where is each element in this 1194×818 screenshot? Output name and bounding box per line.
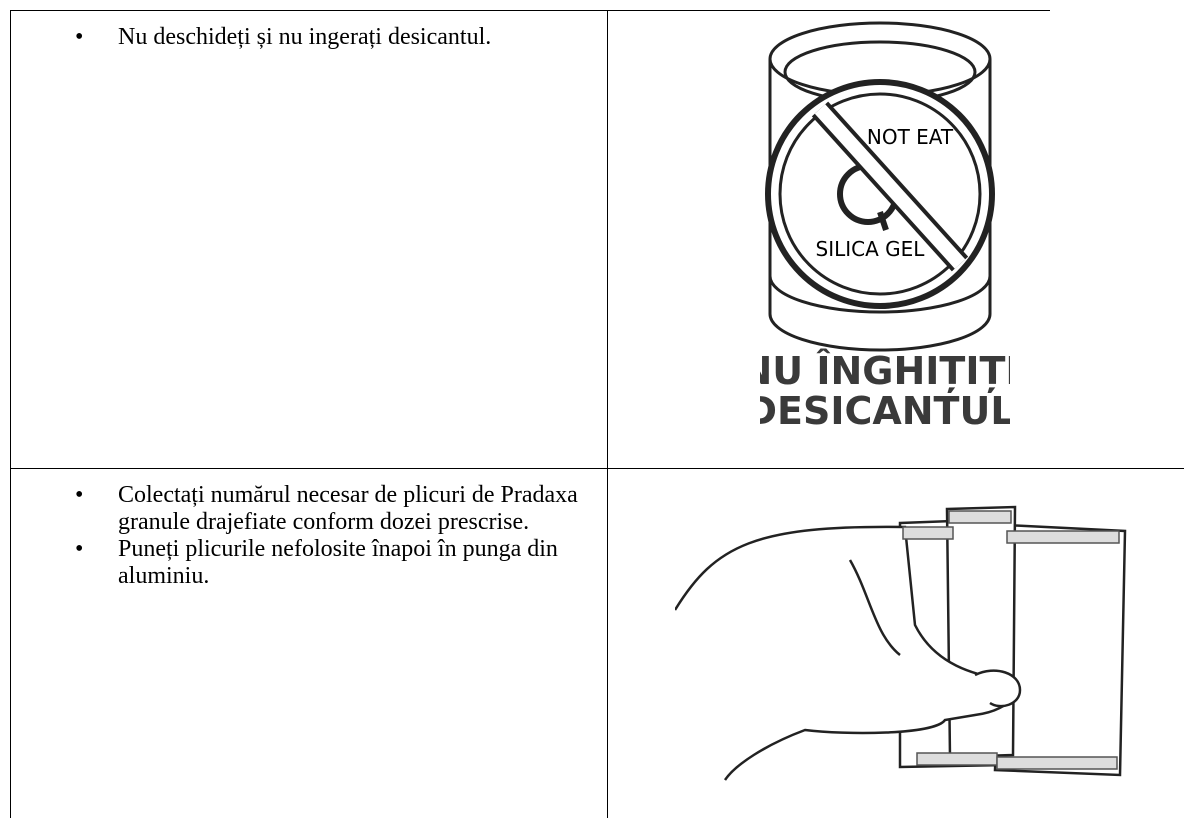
image-caption: DESICANTUL bbox=[760, 389, 1010, 433]
desiccant-illustration: NOT EAT SILICA GEL NU ÎNGHIȚIȚI DESICANT… bbox=[760, 21, 1010, 433]
cell: Nu deschideți și nu ingerați desicantul. bbox=[72, 24, 592, 51]
bullet-item: Nu deschideți și nu ingerați desicantul. bbox=[72, 24, 592, 51]
bullet-list: Colectați numărul necesar de plicuri de … bbox=[72, 482, 592, 590]
can-label: NOT EAT bbox=[867, 125, 954, 149]
table-border bbox=[10, 10, 1050, 11]
cell: Colectați numărul necesar de plicuri de … bbox=[72, 482, 592, 590]
bullet-item: Puneți plicurile nefolosite înapoi în pu… bbox=[72, 536, 592, 590]
sachets-illustration bbox=[675, 505, 1127, 781]
table-border bbox=[607, 10, 608, 818]
bullet-item: Colectați numărul necesar de plicuri de … bbox=[72, 482, 592, 536]
can-label: SILICA GEL bbox=[816, 237, 926, 261]
table-border bbox=[10, 10, 11, 818]
image-caption: NU ÎNGHIȚIȚI bbox=[760, 349, 1010, 393]
table-border bbox=[10, 468, 1184, 469]
bullet-list: Nu deschideți și nu ingerați desicantul. bbox=[72, 24, 592, 51]
